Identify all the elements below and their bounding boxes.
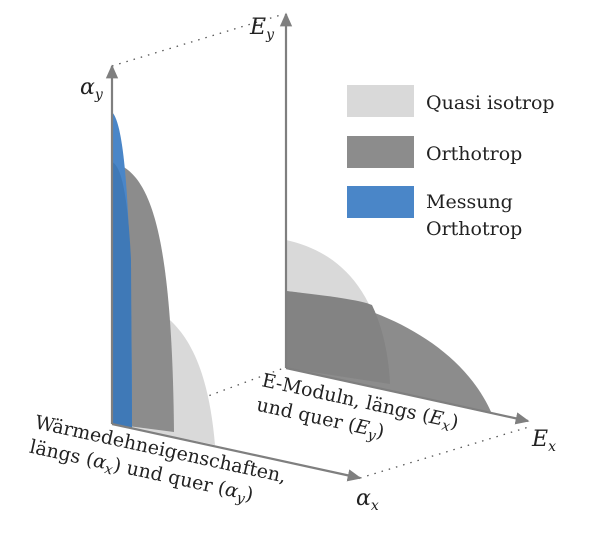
alpha-messung-overlap [112, 162, 132, 428]
e-x-label: Ex [531, 427, 556, 455]
legend: Quasi isotrop Orthotrop Messung Orthotro… [347, 85, 555, 240]
legend-label-messung-line2: Orthotrop [426, 218, 522, 240]
e-y-label: Ey [249, 15, 275, 43]
alpha-y-label: αy [80, 75, 104, 103]
e-x-axis [285, 366, 530, 425]
legend-swatch-orthotrop [347, 136, 414, 168]
alpha-x-label: αx [356, 486, 379, 514]
legend-swatch-messung [347, 186, 414, 218]
legend-swatch-quasi-isotrop [347, 85, 414, 117]
e-orthotrop-overlap [286, 291, 390, 384]
legend-label-orthotrop: Orthotrop [426, 143, 522, 165]
legend-label-quasi-isotrop: Quasi isotrop [426, 92, 555, 114]
legend-label-messung-line1: Messung [426, 191, 513, 213]
alpha-x-axis [111, 422, 362, 482]
